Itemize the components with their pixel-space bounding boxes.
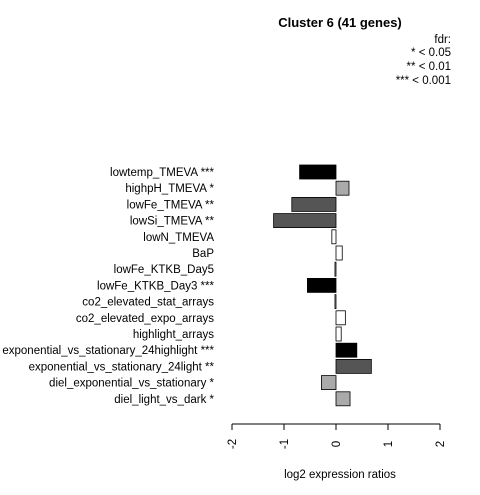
bar-3 <box>273 213 337 229</box>
x-tick-label-2: 0 <box>331 441 343 447</box>
bar-0 <box>299 164 337 180</box>
bar-7 <box>306 277 337 293</box>
bar-label-1: highpH_TMEVA * <box>125 183 214 195</box>
bar-label-9: co2_elevated_expo_arrays <box>76 313 214 325</box>
bar-10 <box>335 326 342 342</box>
x-tick-label-3: 1 <box>383 441 395 447</box>
bar-label-8: co2_elevated_stat_arrays <box>82 297 214 309</box>
bar-label-11: exponential_vs_stationary_24highlight **… <box>2 345 214 357</box>
bars-group <box>273 164 372 407</box>
bar-8 <box>334 294 337 310</box>
bar-14 <box>335 391 351 407</box>
bar-label-3: lowSi_TMEVA ** <box>130 216 215 228</box>
bar-6 <box>334 261 337 277</box>
bar-labels-group: lowtemp_TMEVA *** highpH_TMEVA * lowFe_TME… <box>2 167 214 406</box>
bar-label-5: BaP <box>192 248 214 260</box>
bar-1 <box>335 180 350 196</box>
bar-label-10: highlight_arrays <box>133 329 214 341</box>
bar-label-12: exponential_vs_stationary_24light ** <box>29 361 215 373</box>
bar-label-13: diel_exponential_vs_stationary * <box>49 378 214 390</box>
bar-label-6: lowFe_KTKB_Day5 <box>114 264 214 276</box>
legend-title: fdr: <box>434 34 451 46</box>
bar-12 <box>335 358 372 374</box>
bar-13 <box>321 375 337 391</box>
x-tick-label-0: -2 <box>227 439 239 449</box>
bar-5 <box>335 245 343 261</box>
bar-2 <box>291 196 337 212</box>
bar-label-7: lowFe_KTKB_Day3 *** <box>97 280 214 292</box>
bar-label-4: lowN_TMEVA <box>143 232 214 244</box>
x-tick-label-4: 2 <box>435 441 447 447</box>
bar-label-2: lowFe_TMEVA ** <box>127 199 215 211</box>
legend-entry-fdr-005: * < 0.05 <box>411 47 451 59</box>
x-axis-label: log2 expression ratios <box>284 469 396 481</box>
bar-label-14: diel_light_vs_dark * <box>114 394 214 406</box>
x-tick-label-1: -1 <box>279 439 291 449</box>
legend-entry-fdr-0001: *** < 0.001 <box>396 75 451 87</box>
legend-entry-fdr-001: ** < 0.01 <box>407 61 451 73</box>
bar-label-0: lowtemp_TMEVA *** <box>110 167 214 179</box>
x-axis: -2 -1 0 1 2 <box>227 423 447 449</box>
legend: fdr: * < 0.05 ** < 0.01 *** < 0.001 <box>396 34 451 87</box>
bar-9 <box>335 310 346 326</box>
chart-title: Cluster 6 (41 genes) <box>278 15 402 30</box>
bar-4 <box>331 229 337 245</box>
bar-11 <box>335 342 358 358</box>
